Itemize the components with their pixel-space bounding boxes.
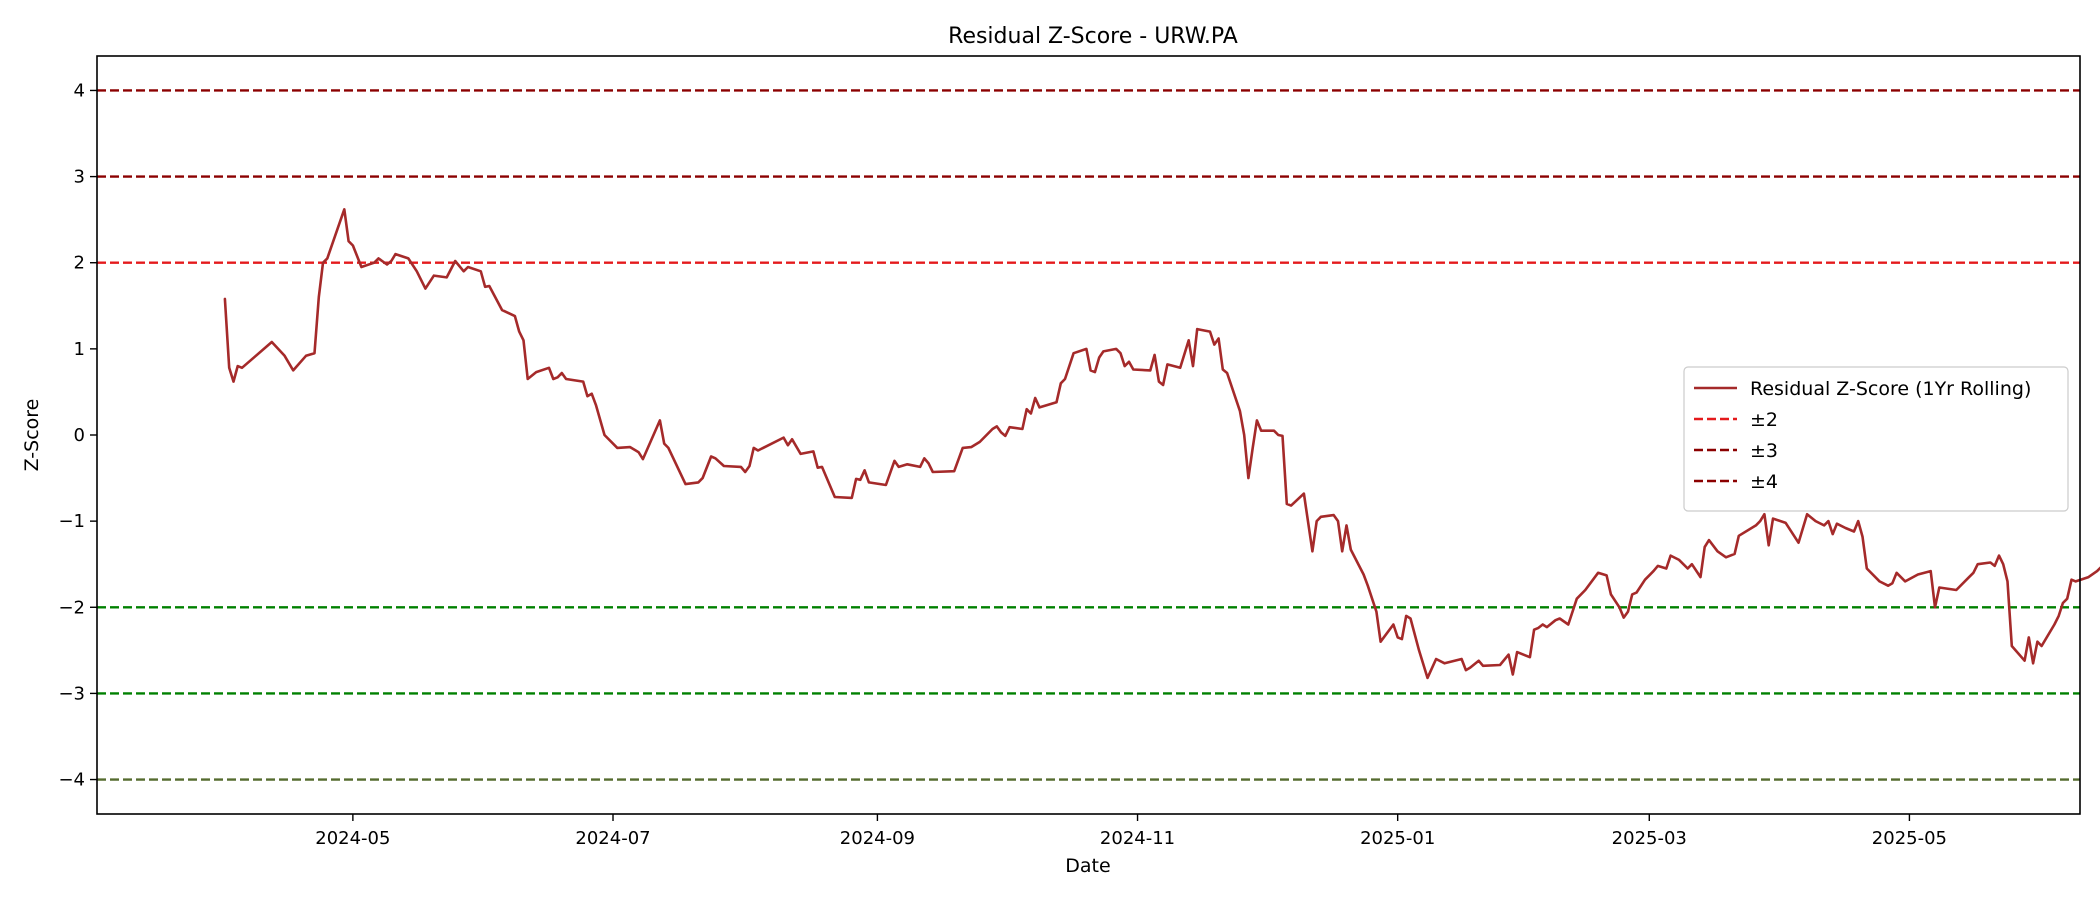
legend-box (1683, 366, 2069, 512)
x-tick-label: 2024-11 (1100, 828, 1175, 849)
y-tick-label: −1 (58, 511, 85, 532)
y-axis-label: Z-Score (21, 399, 43, 472)
reference-lines (97, 89, 2080, 781)
series-layer (223, 208, 2100, 680)
series-line-zscore (223, 208, 2100, 680)
legend-label: ±4 (1750, 471, 1778, 493)
x-tick-label: 2024-05 (315, 828, 390, 849)
y-tick-label: 2 (74, 253, 85, 274)
y-tick-label: 1 (74, 339, 85, 360)
x-axis-label: Date (1065, 855, 1110, 877)
y-tick-label: −3 (58, 683, 85, 704)
x-axis-ticks: 2024-05 2024-07 2024-09 2024-11 2025-01 2025-… (315, 814, 1947, 849)
x-tick-label: 2024-09 (840, 828, 915, 849)
y-tick-label: 3 (74, 167, 85, 188)
legend-label: Residual Z-Score (1Yr Rolling) (1750, 378, 2031, 400)
y-tick-label: −2 (58, 597, 85, 618)
legend-label: ±3 (1750, 440, 1778, 462)
x-tick-label: 2025-03 (1612, 828, 1687, 849)
x-tick-label: 2025-01 (1360, 828, 1435, 849)
y-tick-label: −4 (58, 770, 85, 791)
y-axis-ticks: 4 3 2 1 0 −1 −2 −3 −4 (58, 80, 97, 791)
x-tick-label: 2025-05 (1872, 828, 1947, 849)
legend-label: ±2 (1750, 409, 1778, 431)
y-tick-label: 4 (74, 80, 85, 101)
x-tick-label: 2024-07 (575, 828, 650, 849)
legend: Residual Z-Score (1Yr Rolling) ±2 ±3 ±4 (1683, 366, 2069, 512)
chart-title: Residual Z-Score - URW.PA (948, 24, 1238, 49)
y-tick-label: 0 (74, 425, 85, 446)
